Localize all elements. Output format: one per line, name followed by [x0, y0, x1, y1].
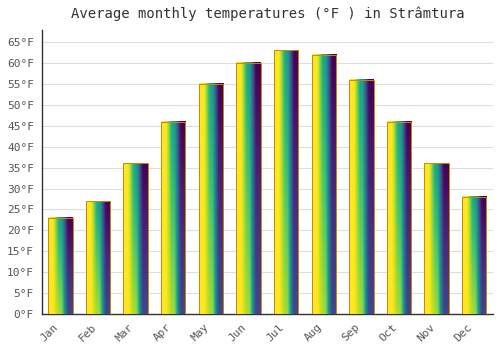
Bar	[198, 84, 223, 314]
Bar	[48, 218, 72, 314]
Bar	[161, 121, 186, 314]
Bar	[424, 163, 449, 314]
Bar	[274, 50, 298, 314]
Bar	[86, 201, 110, 314]
Bar	[124, 163, 148, 314]
Bar	[462, 197, 486, 314]
Bar	[312, 55, 336, 314]
Bar	[387, 121, 411, 314]
Bar	[349, 80, 374, 314]
Bar	[236, 63, 260, 314]
Title: Average monthly temperatures (°F ) in Strâmtura: Average monthly temperatures (°F ) in St…	[70, 7, 464, 21]
